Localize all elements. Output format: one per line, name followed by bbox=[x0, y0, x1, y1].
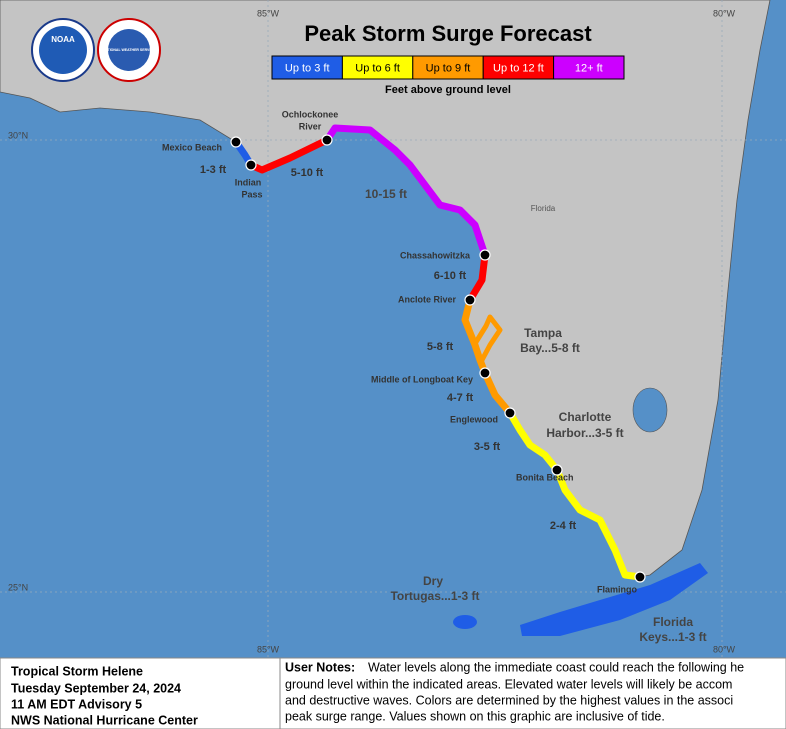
place-label: Pass bbox=[241, 189, 262, 199]
notes-line: peak surge range. Values shown on this g… bbox=[285, 709, 665, 723]
breakpoints bbox=[230, 134, 646, 583]
lat-label: 30°N bbox=[8, 130, 28, 140]
legend: Up to 3 ft Up to 6 ft Up to 9 ft Up to 12 f… bbox=[271, 55, 625, 80]
breakpoint bbox=[504, 407, 516, 419]
surge-label: 4-7 ft bbox=[447, 392, 474, 404]
surge-segment bbox=[473, 314, 503, 363]
surge-label: 3-5 ft bbox=[474, 441, 501, 453]
notes-line: and destructive waves. Colors are determ… bbox=[285, 693, 733, 707]
info-line: 11 AM EDT Advisory 5 bbox=[11, 697, 142, 711]
surge-label: Dry bbox=[423, 574, 443, 588]
place-label: River bbox=[299, 121, 322, 131]
place-label: Anclote River bbox=[398, 294, 457, 304]
lon-label: 85°W bbox=[257, 644, 280, 654]
place-label: Middle of Longboat Key bbox=[371, 374, 473, 384]
logo-text: NOAA bbox=[51, 35, 75, 44]
breakpoint bbox=[245, 159, 257, 171]
notes-line: Water levels along the immediate coast c… bbox=[368, 660, 744, 674]
legend-label: Up to 3 ft bbox=[285, 62, 330, 74]
logo-text: NATIONAL WEATHER SERVICE bbox=[103, 48, 156, 52]
tortugas-surge bbox=[453, 615, 477, 629]
place-label: Ochlockonee bbox=[282, 109, 339, 119]
breakpoint bbox=[551, 464, 563, 476]
footer bbox=[0, 657, 786, 729]
keys-surge bbox=[520, 563, 708, 636]
surge-label: 2-4 ft bbox=[550, 520, 577, 532]
surge-label: 5-8 ft bbox=[427, 341, 454, 353]
info-line: NWS National Hurricane Center bbox=[11, 713, 198, 727]
surge-segment bbox=[506, 409, 644, 581]
breakpoint bbox=[230, 136, 242, 148]
surge-segment bbox=[466, 251, 489, 304]
place-label: Englewood bbox=[450, 414, 498, 424]
breakpoint bbox=[321, 134, 333, 146]
surge-label: 6-10 ft bbox=[434, 270, 467, 282]
lake-okeechobee bbox=[632, 387, 668, 433]
state-label: Florida bbox=[531, 204, 556, 213]
lon-label: 80°W bbox=[713, 644, 736, 654]
legend-label: Up to 9 ft bbox=[426, 62, 471, 74]
lon-label: 85°W bbox=[257, 8, 280, 18]
info-line: Tuesday September 24, 2024 bbox=[11, 681, 181, 695]
subtitle: Feet above ground level bbox=[385, 84, 511, 96]
surge-label: 1-3 ft bbox=[200, 164, 227, 176]
surge-label: Tampa bbox=[524, 326, 562, 340]
legend-label: Up to 6 ft bbox=[355, 62, 400, 74]
info-line: Tropical Storm Helene bbox=[11, 664, 143, 678]
legend-label: 12+ ft bbox=[575, 62, 603, 74]
surge-label: 10-15 ft bbox=[365, 187, 407, 201]
surge-label: Charlotte bbox=[559, 410, 612, 424]
surge-label: Harbor...3-5 ft bbox=[546, 426, 623, 440]
breakpoint bbox=[479, 249, 491, 261]
lat-label: 25°N bbox=[8, 582, 28, 592]
legend-label: Up to 12 ft bbox=[493, 62, 544, 74]
breakpoint bbox=[479, 367, 491, 379]
surge-segment bbox=[247, 136, 331, 174]
place-label: Flamingo bbox=[597, 584, 638, 594]
place-label: Mexico Beach bbox=[162, 142, 222, 152]
surge-segment bbox=[323, 124, 489, 259]
lon-label: 80°W bbox=[713, 8, 736, 18]
notes-label: User Notes: bbox=[285, 660, 355, 674]
notes-line: ground level within the indicated areas.… bbox=[285, 677, 732, 691]
legend-swatch bbox=[553, 55, 625, 80]
surge-label: 5-10 ft bbox=[291, 167, 324, 179]
nws-logo-inner bbox=[108, 29, 150, 71]
place-label: Bonita Beach bbox=[516, 472, 574, 482]
surge-label: Keys...1-3 ft bbox=[639, 630, 706, 644]
breakpoint bbox=[464, 294, 476, 306]
surge-label: Tortugas...1-3 ft bbox=[390, 589, 479, 603]
place-label: Indian bbox=[235, 177, 262, 187]
surge-coast bbox=[232, 124, 644, 581]
title: Peak Storm Surge Forecast bbox=[304, 21, 592, 46]
surge-label: Bay...5-8 ft bbox=[520, 341, 580, 355]
surge-label: Florida bbox=[653, 615, 693, 629]
breakpoint bbox=[634, 571, 646, 583]
noaa-logo-inner bbox=[39, 26, 87, 74]
logos: NOAA NATIONAL WEATHER SERVICE bbox=[31, 18, 161, 82]
place-label: Chassahowitzka bbox=[400, 250, 471, 260]
